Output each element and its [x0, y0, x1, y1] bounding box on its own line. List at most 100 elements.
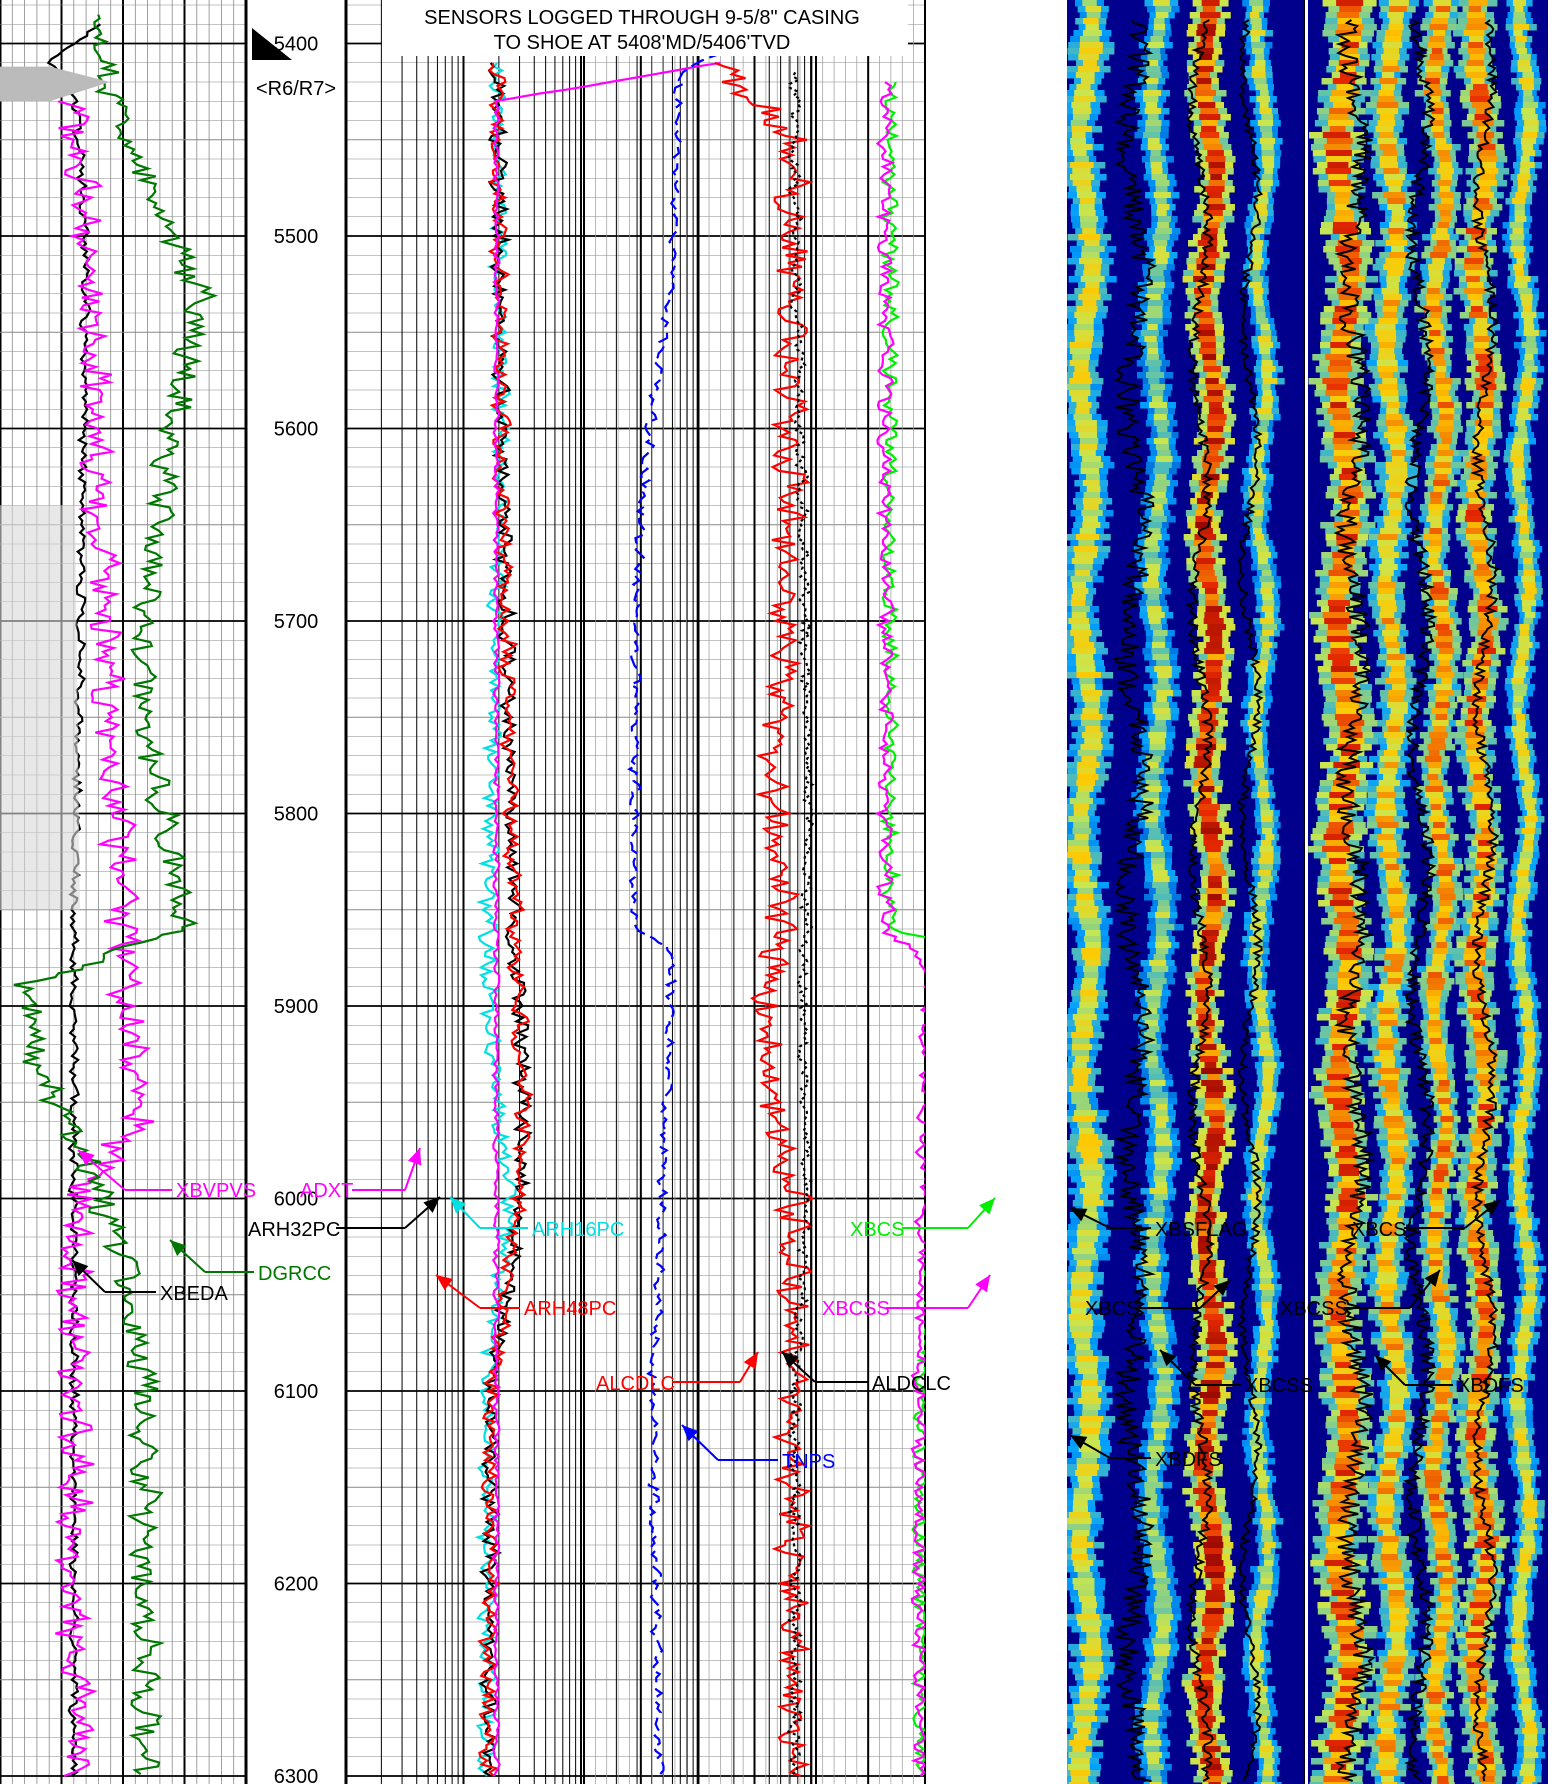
heat-cell-core — [1079, 1596, 1097, 1603]
heat-cell-core — [1439, 162, 1453, 169]
heat-cell-core — [1141, 1260, 1159, 1267]
heat-cell-core — [1201, 936, 1218, 943]
heat-cell-core — [1200, 1380, 1222, 1387]
heat-cell-core — [1072, 858, 1092, 865]
heat-cell-core — [1430, 810, 1443, 817]
heat-cell-core — [1430, 738, 1445, 745]
heat-cell-core — [1517, 1104, 1533, 1111]
heat-cell-core — [1158, 900, 1170, 907]
heat-cell-core — [1378, 546, 1395, 553]
heat-cell-core — [1072, 1062, 1087, 1069]
heat-cell-core — [1257, 336, 1271, 343]
heat-cell-core — [1204, 1530, 1222, 1537]
heat-cell-core — [1518, 540, 1533, 547]
heat-cell-core — [1423, 306, 1443, 313]
heat-cell-core — [1260, 1104, 1275, 1111]
heat-cell-core — [1206, 1164, 1218, 1171]
heat-cell-core — [1377, 582, 1396, 589]
heat-cell-core — [1199, 1050, 1221, 1057]
heat-cell-core — [1155, 918, 1169, 925]
heat-cell-core — [1329, 360, 1351, 367]
heat-cell-core — [1194, 1224, 1213, 1231]
heat-cell-core — [1431, 234, 1450, 241]
heat-cell-core — [1254, 1236, 1267, 1243]
heat-cell-core — [1518, 750, 1530, 757]
heat-cell-core — [1383, 774, 1396, 781]
heat-cell-core — [1153, 1176, 1167, 1183]
heat-cell-core — [1327, 162, 1349, 169]
heat-cell-core — [1520, 384, 1535, 391]
heat-cell-core — [1070, 630, 1092, 637]
heat-cell-core — [1155, 186, 1168, 193]
heat-cell-core — [1330, 1056, 1347, 1063]
heat-cell-core — [1520, 156, 1530, 163]
heat-cell-core — [1435, 426, 1454, 433]
heat-cell-core — [1379, 1050, 1394, 1057]
heat-cell-core — [1467, 504, 1486, 511]
casing-shoe-marker — [252, 28, 292, 60]
heat-cell-core — [1079, 1218, 1099, 1225]
heat-cell-core — [1202, 1614, 1223, 1621]
heat-cell-core — [1333, 456, 1362, 463]
heat-cell-core — [1204, 612, 1220, 619]
heat-cell-core — [1439, 1326, 1452, 1333]
heat-cell-core — [1197, 1656, 1212, 1663]
heat-cell-core — [1516, 870, 1529, 877]
heat-cell-core — [1259, 138, 1276, 145]
heat-cell-core — [1477, 648, 1496, 655]
heat-cell-core — [1154, 1158, 1173, 1165]
heat-cell-core — [1259, 1284, 1275, 1291]
heat-cell-core — [1466, 480, 1485, 487]
heat-cell-core — [1144, 1494, 1158, 1501]
heat-cell-core — [1465, 228, 1487, 235]
heat-cell-core — [1209, 1344, 1227, 1351]
heat-cell-core — [1206, 372, 1221, 379]
heat-cell-core — [1153, 1428, 1166, 1435]
heat-cell-core — [1205, 1098, 1222, 1105]
heat-cell-core — [1200, 1188, 1215, 1195]
heat-cell-core — [1390, 708, 1408, 715]
heat-cell-core — [1153, 1152, 1170, 1159]
heat-cell-core — [1439, 186, 1451, 193]
heat-cell-core — [1511, 930, 1526, 937]
heat-cell-core — [1080, 198, 1095, 205]
heat-cell-core — [1329, 108, 1354, 115]
heat-cell-core — [1252, 246, 1263, 253]
heat-cell-core — [1262, 1074, 1274, 1081]
heat-cell-core — [1149, 750, 1165, 757]
heat-cell-core — [1152, 486, 1167, 493]
heat-cell-core — [1073, 1704, 1098, 1711]
heat-cell-core — [1333, 1050, 1350, 1057]
heat-cell-core — [1517, 174, 1531, 181]
heat-cell-core — [1195, 978, 1212, 985]
heat-cell-core — [1262, 1770, 1274, 1777]
heat-cell-core — [1323, 834, 1350, 841]
heat-cell-core — [1197, 102, 1216, 109]
heat-cell-core — [1337, 24, 1364, 31]
heat-cell-core — [1207, 852, 1221, 859]
heat-cell-core — [1440, 216, 1452, 223]
heat-cell-core — [1207, 1128, 1226, 1135]
heat-cell-core — [1330, 1122, 1354, 1129]
heat-cell-core — [1078, 294, 1101, 301]
heat-cell-core — [1429, 348, 1445, 355]
heat-cell-core — [1082, 1668, 1104, 1675]
heat-cell-core — [1467, 48, 1487, 55]
heat-cell-core — [1383, 966, 1402, 973]
heat-cell-core — [1197, 996, 1209, 1003]
heat-cell-core — [1469, 474, 1488, 481]
heat-cell-core — [1510, 456, 1525, 463]
heat-cell-core — [1514, 42, 1526, 49]
heat-cell-core — [1463, 954, 1486, 961]
heat-cell-core — [1379, 1236, 1399, 1243]
heat-cell-core — [1475, 1290, 1494, 1297]
heat-cell-core — [1076, 1464, 1099, 1471]
heat-cell-core — [1156, 1590, 1170, 1597]
heat-cell-core — [1206, 1134, 1224, 1141]
heat-cell-core — [1080, 1662, 1104, 1669]
heat-cell-core — [1151, 642, 1166, 649]
heat-cell-core — [1258, 414, 1274, 421]
heat-cell-core — [1439, 882, 1455, 889]
heat-cell-core — [1465, 738, 1487, 745]
heat-cell-core — [1075, 654, 1094, 661]
